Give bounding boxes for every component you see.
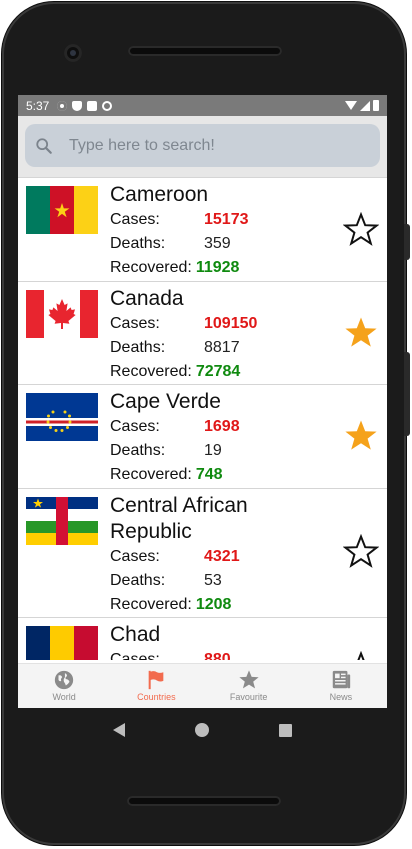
bottom-navigation: World Countries Favourite [18,663,387,708]
battery-icon [373,100,379,111]
recovered-label: Recovered: [110,466,192,483]
globe-icon [54,670,74,690]
status-time: 5:37 [26,98,50,113]
country-row-chad[interactable]: Chad Cases: 880 [18,618,387,660]
cases-value: 4321 [204,548,240,565]
status-bar: 5:37 [18,95,387,116]
star-filled-icon[interactable] [343,418,379,454]
search-icon [36,137,52,154]
recovered-value: 1208 [195,596,232,613]
bottom-speaker [127,796,281,806]
canada-flag [26,290,98,338]
country-row-cape-verde[interactable]: Cape Verde Cases: 1698 Deaths: 19 Recovere… [18,385,387,489]
flag-icon [149,670,164,690]
deaths-value: 8817 [204,339,240,356]
deaths-label: Deaths: [110,339,166,356]
cases-value: 880 [204,651,231,660]
back-icon[interactable] [113,723,125,737]
volume-button [404,352,410,436]
recovered-label: Recovered: [110,259,192,276]
star-icon [239,670,259,689]
recovered-value: 748 [195,466,223,483]
country-name: Central African Republic [110,494,248,543]
cases-label: Cases: [110,315,160,332]
country-list[interactable]: Cameroon Cases: 15173 Deaths: 359 Recovere… [18,177,387,660]
country-row-central-african-republic[interactable]: Central African Republic Cases: 4321 Deat… [18,489,387,618]
screen: 5:37 [18,95,387,708]
cases-value: 1698 [204,418,240,435]
star-outline-icon[interactable] [343,651,379,660]
cases-value: 15173 [204,211,249,228]
deaths-label: Deaths: [110,442,166,459]
country-row-cameroon[interactable]: Cameroon Cases: 15173 Deaths: 359 Recovere… [18,178,387,282]
country-name: Cape Verde [110,390,221,413]
cases-label: Cases: [110,548,160,565]
country-name: Canada [110,287,184,310]
home-icon[interactable] [195,723,209,737]
deaths-value: 359 [204,235,231,252]
deaths-label: Deaths: [110,572,166,589]
deaths-value: 53 [204,572,222,589]
nav-news-label: News [329,692,353,702]
country-name: Cameroon [110,183,209,206]
recovered-value: 72784 [195,363,241,380]
deaths-label: Deaths: [110,235,166,252]
nav-countries[interactable]: Countries [110,664,202,708]
country-row-canada[interactable]: Canada Cases: 109150 Deaths: 8817 Recovere… [18,282,387,385]
star-outline-icon[interactable] [343,534,379,570]
cases-value: 109150 [204,315,258,332]
cases-label: Cases: [110,418,160,435]
front-camera [64,44,82,62]
settings-icon [57,100,68,111]
nav-favourite[interactable]: Favourite [203,664,295,708]
deaths-value: 19 [204,442,222,459]
cell-signal-icon [360,100,370,111]
search-bar[interactable] [25,124,380,167]
recovered-label: Recovered: [110,596,192,613]
shield-icon [72,100,83,111]
country-name: Chad [110,623,161,646]
search-bar-container [18,116,387,177]
newspaper-icon [332,670,351,689]
nav-countries-label: Countries [137,692,176,702]
cases-label: Cases: [110,211,160,228]
star-outline-icon[interactable] [343,212,379,248]
nav-news[interactable]: News [295,664,387,708]
power-button [404,224,410,260]
wifi-icon [345,101,357,110]
cape-verde-flag [26,393,98,441]
search-input[interactable] [69,136,349,155]
nav-favourite-label: Favourite [229,692,268,702]
central-african-republic-flag [26,497,98,545]
chad-flag [26,626,98,660]
star-filled-icon[interactable] [343,315,379,351]
cases-label: Cases: [110,651,160,660]
recents-icon[interactable] [279,723,292,737]
nav-world[interactable]: World [18,664,110,708]
sync-off-icon [102,101,112,111]
cameroon-flag [26,186,98,234]
recovered-label: Recovered: [110,363,192,380]
system-navigation-bar [18,708,387,752]
sd-card-icon [87,100,98,111]
recovered-value: 11928 [195,259,240,276]
nav-world-label: World [52,692,76,702]
earpiece-speaker [128,46,282,56]
